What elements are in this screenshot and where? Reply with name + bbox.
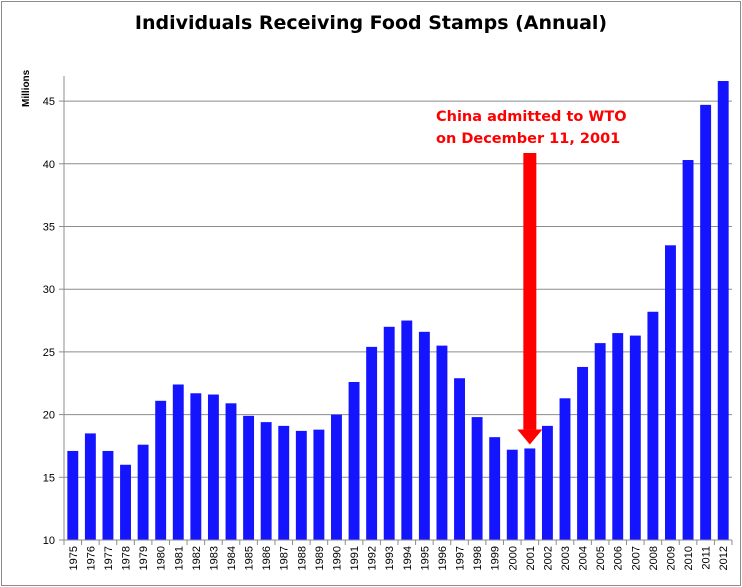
bar	[137, 444, 149, 540]
x-tick-label: 2002	[542, 546, 554, 570]
x-tick-label: 1997	[455, 546, 467, 570]
bar	[331, 414, 342, 540]
chart-title: Individuals Receiving Food Stamps (Annua…	[134, 12, 608, 34]
bar	[190, 393, 202, 540]
bar	[524, 448, 536, 540]
annotation-arrow-shaft	[523, 153, 537, 430]
bar	[489, 437, 501, 540]
x-tick-label: 2000	[507, 546, 519, 570]
x-tick-label: 1991	[349, 546, 361, 570]
x-tick-label: 1984	[226, 546, 238, 570]
x-tick-label: 1989	[314, 546, 326, 570]
bar	[225, 403, 237, 540]
bar	[172, 384, 184, 540]
x-tick-label: 1985	[244, 546, 256, 570]
bar	[454, 378, 465, 540]
bar	[418, 331, 430, 540]
x-tick-label: 1978	[121, 546, 133, 570]
x-tick-label: 1986	[261, 546, 273, 570]
x-tick-label: 1979	[138, 546, 150, 570]
bar	[120, 464, 131, 540]
x-tick-label: 2004	[578, 546, 590, 570]
x-tick-label: 2006	[613, 546, 625, 570]
bar	[682, 160, 694, 541]
bar	[594, 343, 606, 540]
x-tick-label: 1996	[437, 546, 449, 570]
bar	[401, 320, 413, 540]
annotation-line-1: China admitted to WTO	[436, 109, 627, 125]
x-tick-label: 2012	[718, 546, 730, 570]
x-tick-label: 1994	[402, 546, 414, 570]
x-tick-label: 1999	[490, 546, 502, 570]
y-tick-label: 25	[43, 347, 55, 359]
bar	[67, 450, 79, 540]
x-tick-label: 2008	[648, 546, 660, 570]
bar	[313, 429, 325, 540]
bar	[260, 422, 272, 540]
x-tick-label: 1987	[279, 546, 291, 570]
bar	[295, 430, 307, 540]
x-tick-label: 2005	[595, 546, 607, 570]
y-tick-label: 20	[43, 410, 55, 422]
x-tick-label: 1988	[296, 546, 308, 570]
x-tick-label: 2007	[630, 546, 642, 570]
bar	[84, 433, 96, 540]
x-tick-label: 1982	[191, 546, 203, 570]
x-tick-label: 1998	[472, 546, 484, 570]
x-tick-label: 2010	[683, 546, 695, 570]
bar	[541, 425, 553, 540]
x-tick-label: 2003	[560, 546, 572, 570]
y-tick-label: 45	[43, 96, 55, 108]
wto-annotation: China admitted to WTO on December 11, 20…	[436, 106, 627, 150]
x-tick-label: 1977	[103, 546, 115, 570]
y-tick-label: 15	[43, 472, 55, 484]
bar	[243, 415, 255, 540]
bar	[665, 245, 676, 540]
x-tick-label: 1983	[208, 546, 220, 570]
bar	[717, 81, 729, 541]
x-tick-label: 1980	[156, 546, 168, 570]
annotation-arrow-head	[517, 429, 543, 445]
bar	[647, 311, 659, 540]
x-tick-label: 1995	[419, 546, 431, 570]
bar	[577, 366, 589, 540]
bar	[629, 335, 641, 540]
y-tick-label: 35	[43, 221, 55, 233]
x-tick-label: 1976	[85, 546, 97, 570]
bar	[383, 326, 395, 540]
bar	[102, 450, 114, 540]
bar	[207, 394, 219, 540]
bar	[278, 425, 290, 540]
bar	[366, 346, 378, 540]
bar	[559, 398, 571, 540]
bar	[348, 381, 360, 540]
y-tick-label: 10	[43, 535, 55, 547]
x-tick-label: 1992	[367, 546, 379, 570]
x-tick-label: 1981	[173, 546, 185, 570]
bar	[471, 417, 483, 540]
bar	[155, 400, 167, 540]
x-tick-label: 1990	[331, 546, 343, 570]
x-tick-label: 2011	[701, 546, 713, 570]
bar	[436, 345, 448, 540]
x-tick-label: 1993	[384, 546, 396, 570]
annotation-line-2: on December 11, 2001	[436, 131, 621, 147]
y-tick-label: 40	[43, 159, 55, 171]
y-tick-label: 30	[43, 284, 55, 296]
x-tick-label: 2001	[525, 546, 537, 570]
bar	[612, 333, 624, 540]
bar	[506, 449, 518, 540]
bar	[700, 104, 712, 540]
x-tick-label: 2009	[665, 546, 677, 570]
x-tick-label: 1975	[68, 546, 80, 570]
